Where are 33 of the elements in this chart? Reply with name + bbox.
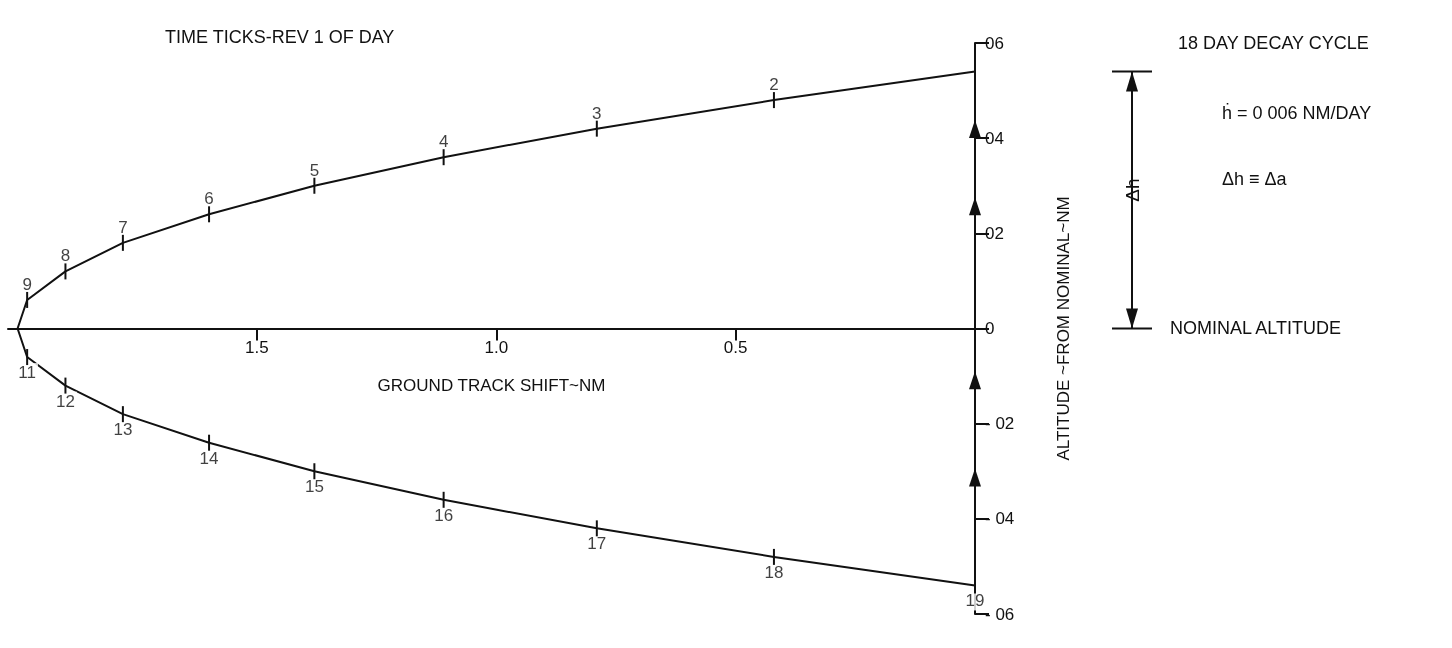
- annotation: 11: [18, 363, 36, 383]
- y-tick-label: - 04: [985, 509, 1015, 529]
- text: Δh ≡ Δa: [1222, 169, 1288, 189]
- annotation: 13: [113, 420, 133, 440]
- x-tick-label: 0.5: [723, 337, 748, 357]
- y-tick-label: 06: [985, 33, 1004, 53]
- annotation: 6: [204, 189, 214, 209]
- x-axis-title: GROUND TRACK SHIFT~NM: [377, 375, 606, 395]
- annotation: 14: [199, 448, 219, 468]
- x-tick-label: 1.5: [245, 337, 269, 357]
- annotation: 2: [769, 75, 779, 95]
- y-tick-label: - 06: [985, 604, 1015, 624]
- annotation: TIME TICKS-REV 1 OF DAY: [165, 27, 395, 47]
- y-tick-label: 04: [985, 128, 1004, 148]
- annotation: 16: [434, 505, 454, 525]
- text: NOMINAL ALTITUDE: [1170, 317, 1342, 338]
- annotation: 3: [592, 103, 602, 123]
- annotation: 7: [118, 217, 128, 237]
- annotation: 12: [55, 391, 75, 411]
- annotation: 4: [438, 132, 449, 152]
- annotation: 9: [22, 274, 32, 294]
- annotation: 5: [309, 160, 320, 180]
- y-tick-label: 02: [985, 223, 1004, 243]
- annotation: 8: [60, 246, 71, 266]
- annotation: 17: [587, 534, 607, 554]
- x-tick-label: 1.0: [484, 337, 509, 357]
- text: ḣ = 0 006 NM/DAY: [1222, 103, 1372, 123]
- annotation: 15: [304, 477, 324, 497]
- text: 18 DAY DECAY CYCLE: [1178, 33, 1369, 53]
- y-tick-label: - 02: [985, 414, 1015, 434]
- annotation: 19: [965, 591, 985, 611]
- annotation: 18: [764, 562, 784, 582]
- y-axis-title: ALTITUDE ~FROM NOMINAL~NM: [1054, 196, 1073, 461]
